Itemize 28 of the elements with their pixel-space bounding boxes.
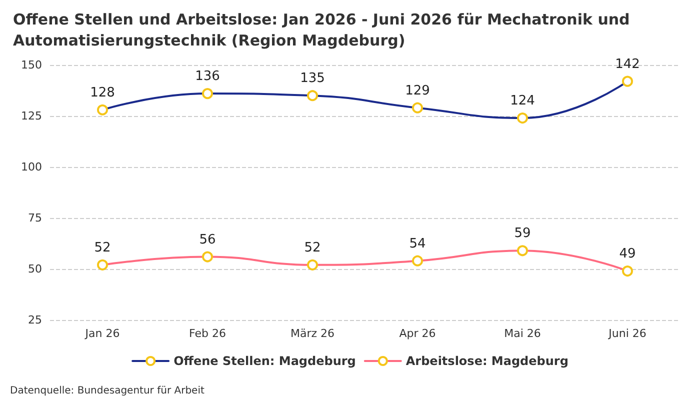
x-tick-label: Mai 26 <box>504 327 541 340</box>
data-label: 49 <box>619 246 636 262</box>
y-tick-label: 150 <box>21 58 42 72</box>
data-label: 124 <box>510 94 535 109</box>
data-label: 52 <box>94 240 111 256</box>
y-tick-label: 125 <box>21 110 42 122</box>
y-tick-label: 100 <box>21 160 42 174</box>
y-tick-label: 25 <box>28 314 42 326</box>
legend-label: Arbeitslose: Magdeburg <box>406 354 568 368</box>
y-tick-label: 75 <box>28 212 42 224</box>
text: Datenquelle: Bundesagentur für Arbeit <box>10 386 204 396</box>
data-label: 59 <box>514 226 531 242</box>
data-label: 129 <box>405 83 430 98</box>
data-label: 56 <box>199 232 216 248</box>
y-tick-label: 50 <box>28 262 42 276</box>
x-tick-label: Feb 26 <box>189 327 226 340</box>
legend-label: Offene Stellen: Magdeburg <box>174 354 356 368</box>
x-tick-label: März 26 <box>290 327 335 340</box>
data-label: 136 <box>195 69 220 84</box>
data-label: 54 <box>409 236 426 252</box>
x-tick-label: Apr 26 <box>399 327 436 340</box>
x-tick-label: Jan 26 <box>84 327 120 340</box>
data-label: 52 <box>304 240 321 256</box>
x-tick-label: Juni 26 <box>608 327 646 340</box>
data-label: 135 <box>300 71 325 86</box>
data-label: 128 <box>90 85 115 100</box>
data-label: 142 <box>615 56 640 72</box>
chart-title: Offene Stellen und Arbeitslose: Jan 2026 - Juni 2026 für Mechatronik und Automatisierungstechnik (Region Magdeburg) <box>13 10 630 50</box>
